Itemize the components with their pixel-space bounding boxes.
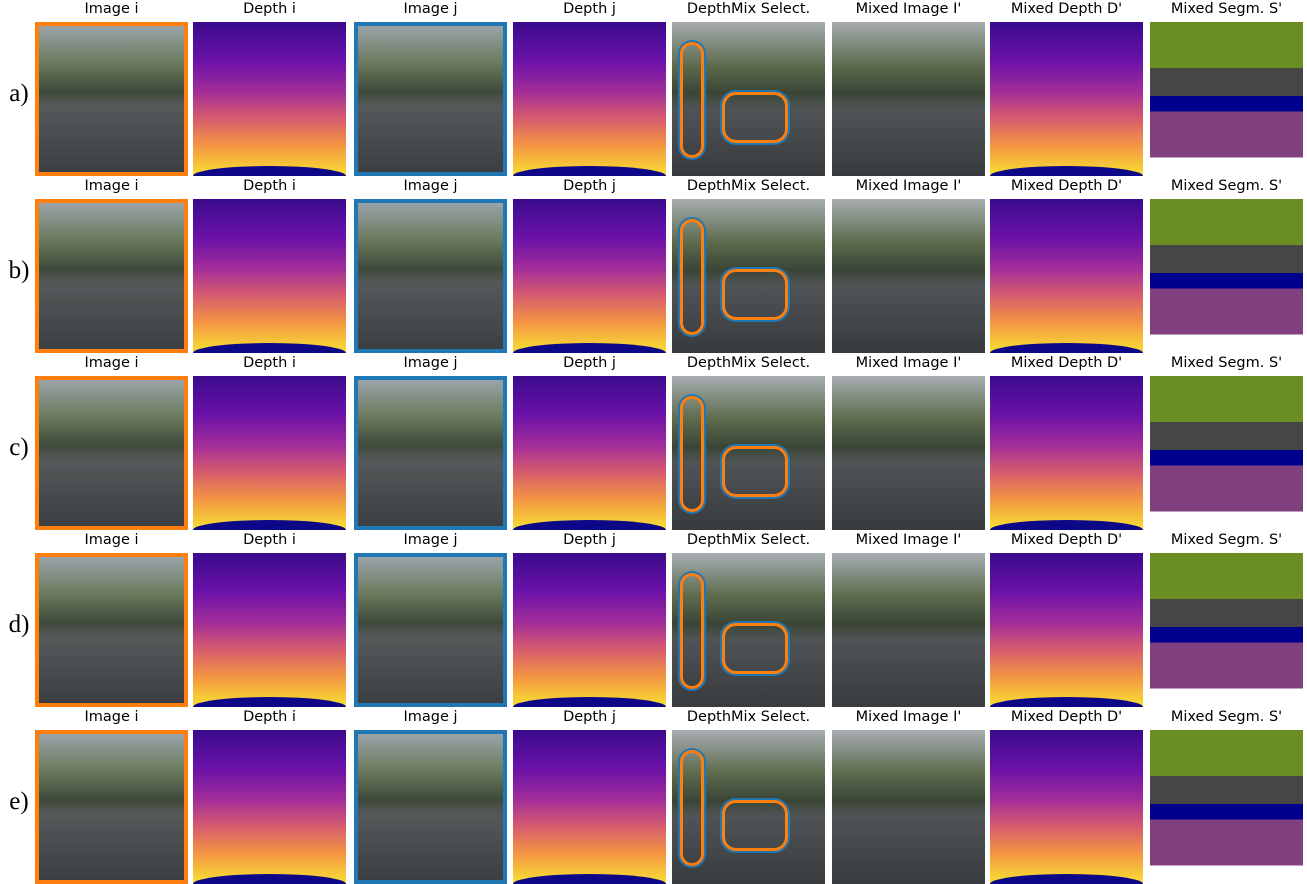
mixed-segmentation bbox=[1150, 199, 1303, 353]
depthmix-selection bbox=[672, 22, 825, 176]
mixed-image bbox=[832, 730, 985, 884]
mixed-image bbox=[832, 376, 985, 530]
panel-title: Mixed Image I' bbox=[855, 178, 962, 194]
panel-title: Image i bbox=[84, 178, 139, 194]
panel-title: Depth i bbox=[243, 355, 296, 371]
panel-title: Mixed Depth D' bbox=[1010, 355, 1123, 371]
panel-title: Mixed Depth D' bbox=[1010, 178, 1123, 194]
panel-title: Mixed Segm. S' bbox=[1170, 532, 1283, 548]
depth-i bbox=[193, 730, 346, 884]
depthmix-selection bbox=[672, 199, 825, 353]
depthmix-selection bbox=[672, 730, 825, 884]
image-i bbox=[35, 199, 188, 353]
mixed-segmentation bbox=[1150, 22, 1303, 176]
depth-j bbox=[513, 730, 666, 884]
image-j bbox=[354, 199, 507, 353]
mixed-image bbox=[832, 199, 985, 353]
image-j bbox=[354, 553, 507, 707]
selection-outline bbox=[680, 219, 704, 335]
panel-title: Depth i bbox=[243, 709, 296, 725]
selection-outline bbox=[680, 396, 704, 512]
panel-title: Depth i bbox=[243, 1, 296, 17]
panel-title: Depth i bbox=[243, 178, 296, 194]
panel-title: DepthMix Select. bbox=[686, 532, 811, 548]
depth-i bbox=[193, 553, 346, 707]
mixed-depth bbox=[990, 199, 1143, 353]
selection-outline bbox=[680, 42, 704, 158]
row-label: d) bbox=[8, 611, 30, 638]
image-i bbox=[35, 22, 188, 176]
panel-title: Image j bbox=[403, 709, 458, 725]
panel-title: Mixed Image I' bbox=[855, 709, 962, 725]
panel-title: Image j bbox=[403, 178, 458, 194]
mixed-image bbox=[832, 553, 985, 707]
image-j bbox=[354, 376, 507, 530]
mixed-depth bbox=[990, 553, 1143, 707]
image-j bbox=[354, 22, 507, 176]
row-label: c) bbox=[9, 434, 29, 461]
panel-title: DepthMix Select. bbox=[686, 355, 811, 371]
image-i bbox=[35, 376, 188, 530]
panel-title: DepthMix Select. bbox=[686, 1, 811, 17]
panel-title: Image i bbox=[84, 709, 139, 725]
panel-title: Mixed Image I' bbox=[855, 1, 962, 17]
panel-title: Image j bbox=[403, 1, 458, 17]
mixed-depth bbox=[990, 22, 1143, 176]
selection-outline bbox=[722, 446, 788, 497]
row-label: e) bbox=[9, 788, 29, 815]
panel-title: Image j bbox=[403, 532, 458, 548]
panel-title: Mixed Depth D' bbox=[1010, 1, 1123, 17]
panel-title: Mixed Segm. S' bbox=[1170, 355, 1283, 371]
depth-i bbox=[193, 199, 346, 353]
mixed-depth bbox=[990, 730, 1143, 884]
depthmix-selection bbox=[672, 376, 825, 530]
depth-j bbox=[513, 376, 666, 530]
mixed-depth bbox=[990, 376, 1143, 530]
mixed-segmentation bbox=[1150, 730, 1303, 884]
panel-title: Depth i bbox=[243, 532, 296, 548]
panel-title: DepthMix Select. bbox=[686, 709, 811, 725]
mixed-segmentation bbox=[1150, 553, 1303, 707]
panel-title: Image i bbox=[84, 355, 139, 371]
selection-outline bbox=[722, 269, 788, 320]
mixed-segmentation bbox=[1150, 376, 1303, 530]
row-label: a) bbox=[9, 80, 29, 107]
depth-i bbox=[193, 376, 346, 530]
panel-title: Depth j bbox=[563, 178, 616, 194]
panel-title: Mixed Image I' bbox=[855, 532, 962, 548]
mixed-image bbox=[832, 22, 985, 176]
selection-outline bbox=[680, 573, 704, 689]
panel-title: Mixed Depth D' bbox=[1010, 709, 1123, 725]
panel-title: Mixed Image I' bbox=[855, 355, 962, 371]
image-j bbox=[354, 730, 507, 884]
depth-j bbox=[513, 199, 666, 353]
panel-title: Image i bbox=[84, 1, 139, 17]
row-label: b) bbox=[8, 257, 30, 284]
panel-title: Depth j bbox=[563, 709, 616, 725]
panel-title: Depth j bbox=[563, 532, 616, 548]
panel-title: Mixed Segm. S' bbox=[1170, 709, 1283, 725]
panel-title: Mixed Segm. S' bbox=[1170, 1, 1283, 17]
selection-outline bbox=[722, 623, 788, 674]
depthmix-selection bbox=[672, 553, 825, 707]
panel-title: DepthMix Select. bbox=[686, 178, 811, 194]
panel-title: Image i bbox=[84, 532, 139, 548]
depth-j bbox=[513, 22, 666, 176]
panel-title: Depth j bbox=[563, 1, 616, 17]
selection-outline bbox=[722, 800, 788, 851]
panel-title: Image j bbox=[403, 355, 458, 371]
depth-i bbox=[193, 22, 346, 176]
depth-j bbox=[513, 553, 666, 707]
image-i bbox=[35, 553, 188, 707]
selection-outline bbox=[680, 750, 704, 866]
panel-title: Depth j bbox=[563, 355, 616, 371]
panel-title: Mixed Depth D' bbox=[1010, 532, 1123, 548]
panel-title: Mixed Segm. S' bbox=[1170, 178, 1283, 194]
image-i bbox=[35, 730, 188, 884]
selection-outline bbox=[722, 92, 788, 143]
